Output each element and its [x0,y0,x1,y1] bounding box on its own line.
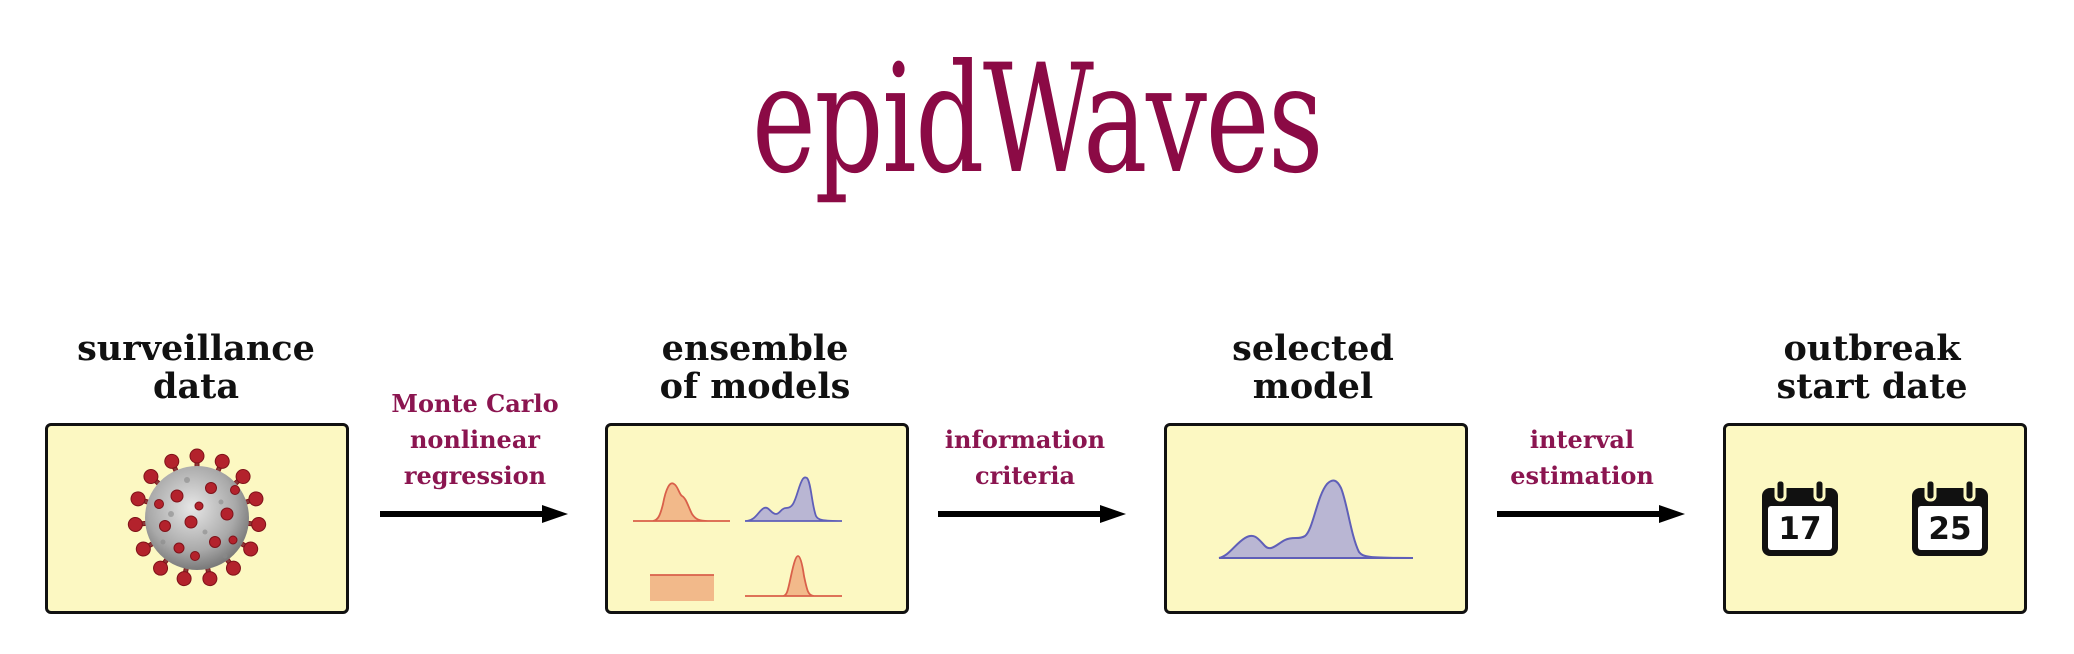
stage-heading-surveillance: surveillance data [36,330,356,406]
density-orange-1 [633,482,730,522]
calendar-day: 25 [1928,511,1972,547]
edge-label-line: estimation [1510,461,1654,490]
edge-label-line: Monte Carlo [391,389,559,418]
edge-label-information-criteria: information criteria [915,422,1135,494]
edge-label-line: regression [403,461,547,490]
edge-label-line: interval [1529,425,1635,454]
density-purple-1 [744,476,843,522]
heading-line: of models [659,366,851,407]
arrow-right-icon [938,505,1126,523]
arrow-right-icon [380,505,568,523]
calendar-day: 17 [1778,511,1822,547]
heading-line: surveillance [77,328,315,369]
edge-label-line: information [944,425,1106,454]
panel-ensemble-of-models [605,423,909,614]
panel-outbreak-start-date: 17 25 [1723,423,2027,614]
edge-label-line: nonlinear [409,425,541,454]
stage-heading-selected: selected model [1153,330,1473,406]
heading-line: selected [1232,328,1394,369]
selected-density [1218,479,1414,559]
density-uniform [650,575,714,601]
edge-label-monte-carlo: Monte Carlo nonlinear regression [365,386,585,494]
app-title: epidWaves [751,33,1324,207]
panel-surveillance-data [45,423,349,614]
calendar-icon: 17 [1758,478,1842,560]
stage-heading-ensemble: ensemble of models [595,330,915,406]
heading-line: model [1252,366,1374,407]
heading-line: start date [1776,366,1968,407]
heading-line: data [153,366,239,407]
calendar-icon: 25 [1908,478,1992,560]
panel-selected-model [1164,423,1468,614]
arrow-right-icon [1497,505,1685,523]
stage-heading-outbreak: outbreak start date [1712,330,2032,406]
virus-icon [127,448,267,587]
edge-label-interval-estimation: interval estimation [1472,422,1692,494]
ensemble-densities [633,476,843,601]
density-orange-2 [745,555,842,597]
heading-line: ensemble [661,328,849,369]
heading-line: outbreak [1783,328,1961,369]
edge-label-line: criteria [974,461,1076,490]
